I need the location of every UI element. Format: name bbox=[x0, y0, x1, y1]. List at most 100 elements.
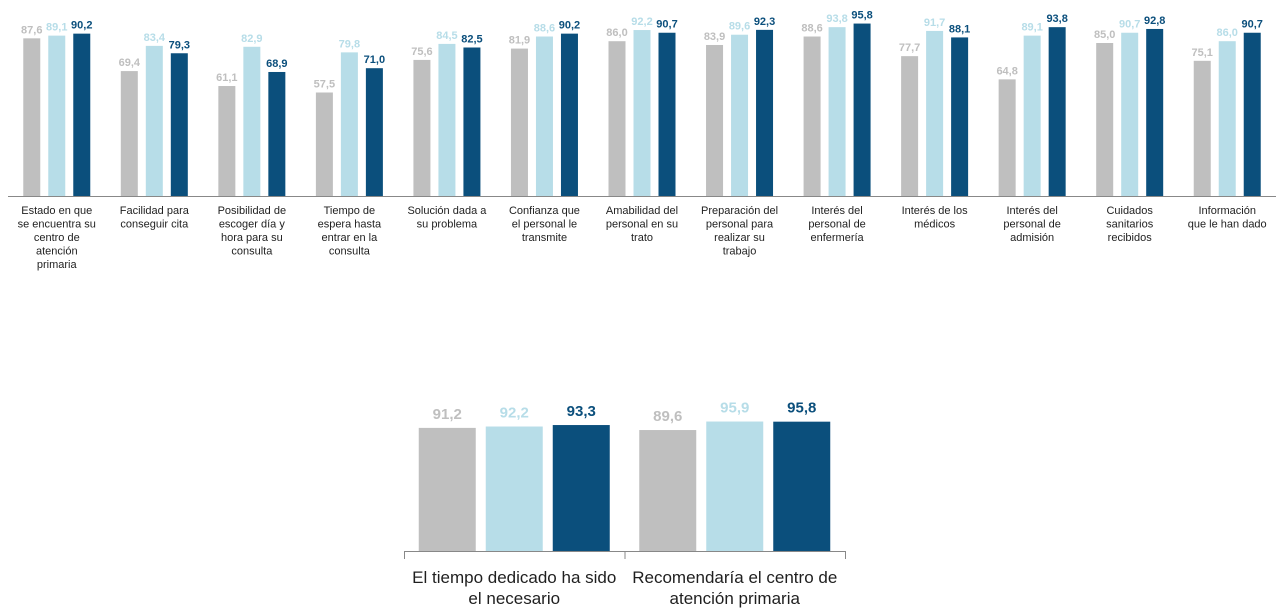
bar bbox=[639, 430, 697, 551]
data-label: 68,9 bbox=[266, 58, 287, 70]
data-label: 89,1 bbox=[1021, 22, 1042, 34]
data-label: 90,7 bbox=[1119, 19, 1140, 31]
data-label: 91,7 bbox=[924, 17, 945, 29]
category-label: transmite bbox=[522, 232, 567, 244]
data-label: 81,9 bbox=[509, 35, 530, 47]
category-label: Información bbox=[1198, 205, 1255, 217]
bar bbox=[73, 33, 91, 196]
data-label: 92,8 bbox=[1144, 15, 1165, 27]
data-label: 87,6 bbox=[21, 24, 42, 36]
data-label: 95,8 bbox=[851, 10, 872, 22]
data-label: 79,8 bbox=[339, 38, 360, 50]
bar bbox=[170, 53, 188, 197]
category-label: Facilidad para bbox=[120, 205, 190, 217]
data-label: 86,0 bbox=[606, 27, 627, 39]
bar bbox=[1121, 32, 1139, 196]
category-label: Recomendaría el centro de bbox=[632, 568, 837, 587]
data-label: 93,8 bbox=[1046, 13, 1067, 25]
category-label: el necesario bbox=[468, 589, 560, 608]
data-label: 84,5 bbox=[436, 30, 457, 42]
data-label: 86,0 bbox=[1217, 27, 1238, 39]
data-label: 82,9 bbox=[241, 33, 262, 45]
data-label: 61,1 bbox=[216, 72, 237, 84]
data-label: 82,5 bbox=[461, 34, 482, 46]
data-label: 83,9 bbox=[704, 31, 725, 43]
data-label: 90,7 bbox=[1242, 19, 1263, 31]
category-label: primaria bbox=[37, 259, 78, 271]
data-label: 90,7 bbox=[656, 19, 677, 31]
bar bbox=[926, 30, 944, 196]
data-label: 71,0 bbox=[364, 54, 385, 66]
data-label: 88,6 bbox=[534, 23, 555, 35]
data-label: 88,6 bbox=[801, 23, 822, 35]
bar bbox=[706, 421, 764, 551]
bar bbox=[901, 56, 919, 196]
bar bbox=[756, 29, 774, 196]
bar bbox=[658, 32, 676, 196]
bar bbox=[951, 37, 969, 196]
data-label: 75,1 bbox=[1192, 47, 1213, 59]
bar bbox=[510, 48, 528, 196]
category-label: consulta bbox=[231, 246, 273, 258]
category-label: enfermería bbox=[810, 232, 864, 244]
bar bbox=[340, 52, 358, 196]
category-label: Estado en que bbox=[21, 205, 92, 217]
category-label: Posibilidad de bbox=[218, 205, 287, 217]
bar bbox=[268, 71, 286, 196]
data-label: 75,6 bbox=[411, 46, 432, 58]
category-label: Interés de los bbox=[902, 205, 969, 217]
category-label: personal de bbox=[1003, 219, 1061, 231]
bar bbox=[633, 30, 651, 197]
category-label: personal para bbox=[706, 219, 774, 231]
category-label: que le han dado bbox=[1188, 219, 1267, 231]
bar bbox=[998, 79, 1016, 196]
bar bbox=[463, 47, 481, 196]
bar bbox=[1193, 60, 1211, 196]
category-label: admisión bbox=[1010, 232, 1054, 244]
category-label: se encuentra su bbox=[18, 219, 96, 231]
category-label: personal de bbox=[808, 219, 866, 231]
bar bbox=[48, 35, 66, 197]
category-label: El tiempo dedicado ha sido bbox=[412, 568, 616, 587]
bottom-bar-chart: 91,2 92,2 93,3 El tiempo dedicado ha sido el… bbox=[404, 400, 846, 608]
data-label: 85,0 bbox=[1094, 29, 1115, 41]
category-label: atención bbox=[36, 246, 78, 258]
data-label: 69,4 bbox=[119, 57, 141, 69]
bar bbox=[218, 86, 236, 196]
bar bbox=[1048, 27, 1066, 196]
bar bbox=[1218, 41, 1236, 197]
category-label: Tiempo de bbox=[324, 205, 376, 217]
category-label: Solución dada a bbox=[407, 205, 487, 217]
data-label: 89,1 bbox=[46, 22, 67, 34]
bar bbox=[608, 41, 626, 197]
category-label: Amabilidad del bbox=[606, 205, 678, 217]
bar bbox=[243, 46, 261, 196]
category-label: Interés del bbox=[1006, 205, 1057, 217]
data-label: 88,1 bbox=[949, 23, 970, 35]
bar bbox=[315, 92, 333, 196]
category-label: escoger día y bbox=[219, 219, 286, 231]
category-label: personal en su bbox=[606, 219, 678, 231]
category-label: espera hasta bbox=[318, 219, 382, 231]
category-label: trato bbox=[631, 232, 653, 244]
data-label: 77,7 bbox=[899, 42, 920, 54]
bar bbox=[560, 33, 578, 196]
data-label: 93,3 bbox=[567, 403, 596, 420]
bar bbox=[1023, 35, 1041, 197]
category-label: consulta bbox=[329, 246, 371, 258]
bar bbox=[1146, 28, 1164, 197]
data-label: 57,5 bbox=[314, 79, 335, 91]
bar bbox=[731, 34, 749, 196]
data-label: 95,9 bbox=[720, 400, 749, 417]
category-label: sanitarios bbox=[1106, 219, 1154, 231]
bar bbox=[773, 421, 831, 551]
category-label: atención primaria bbox=[670, 589, 801, 608]
category-label: recibidos bbox=[1108, 232, 1153, 244]
bar bbox=[418, 427, 476, 551]
category-label: hora para su bbox=[221, 232, 283, 244]
bar bbox=[120, 71, 138, 196]
bar bbox=[552, 425, 610, 551]
data-label: 89,6 bbox=[729, 21, 750, 33]
category-label: centro de bbox=[34, 232, 80, 244]
data-label: 64,8 bbox=[996, 65, 1017, 77]
